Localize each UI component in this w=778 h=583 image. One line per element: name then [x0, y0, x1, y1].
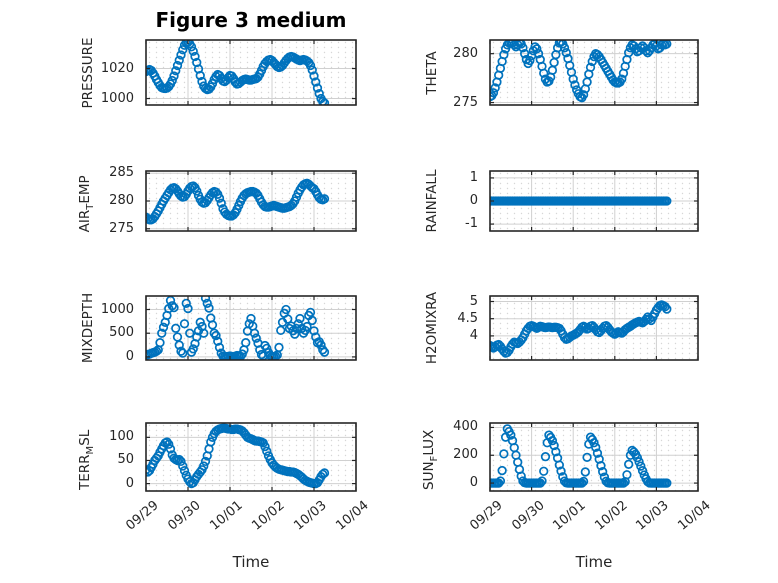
y-tick-label: 275 [453, 94, 478, 110]
y-tick-label: 285 [109, 165, 134, 181]
x-tick-label: 10/03 [633, 498, 673, 534]
y-tick-label: 1000 [100, 301, 134, 317]
y-tick-label: 1 [469, 169, 478, 185]
y-tick-label: 280 [109, 193, 134, 208]
y-tick-label: 400 [453, 419, 478, 435]
x-tick-label: 09/30 [508, 498, 548, 534]
plot-box-theta [489, 39, 699, 106]
x-tick-label: 10/02 [592, 498, 631, 534]
y-tick-label: 4 [469, 327, 478, 343]
y-tick-label: 275 [109, 220, 134, 236]
x-tick-label: 10/02 [249, 498, 288, 534]
y-tick-label: 0 [125, 348, 134, 364]
data-series-air-temp [145, 178, 330, 225]
data-series-pressure [145, 39, 330, 106]
data-series-terr-msl [145, 423, 330, 489]
y-axis-label-rainfall: RAINFALL [424, 169, 440, 233]
y-tick-label: 1000 [100, 90, 134, 106]
x-tick-label: 10/04 [333, 498, 372, 534]
y-axis-label-pressure: PRESSURE [80, 37, 96, 108]
data-series-h2omixra [489, 300, 672, 358]
plot-box-h2omixra [489, 295, 699, 361]
y-tick-label: 0 [125, 475, 134, 491]
data-series-theta [489, 39, 672, 103]
figure-title: Figure 3 medium [155, 8, 347, 32]
y-tick-label: -1 [465, 216, 478, 232]
y-tick-label: 1020 [100, 60, 134, 76]
y-tick-label: 0 [469, 475, 478, 491]
y-axis-label-mixdepth: MIXDEPTH [80, 292, 96, 364]
x-axis-label: Time [575, 553, 613, 571]
y-tick-label: 50 [117, 452, 134, 468]
y-tick-label: 4.5 [457, 310, 478, 326]
x-tick-label: 10/01 [207, 498, 246, 534]
y-axis-label-air-temp: AIRTEMP [77, 175, 96, 233]
plot-box-pressure [145, 39, 357, 106]
x-tick-label: 09/30 [165, 498, 204, 534]
y-tick-label: 280 [453, 45, 478, 61]
y-tick-label: 0 [469, 193, 478, 208]
y-axis-label-theta: THETA [424, 50, 440, 95]
x-tick-label: 10/01 [550, 498, 589, 534]
plot-box-mixdepth [145, 295, 357, 361]
x-axis-label: Time [232, 553, 270, 571]
plot-box-sun-flux [489, 422, 699, 492]
plot-box-air-temp [145, 170, 357, 232]
data-series-sun-flux [489, 424, 672, 488]
plot-box-rainfall [489, 170, 699, 232]
x-tick-label: 09/29 [123, 498, 162, 534]
y-axis-label-sun-flux: SUNFLUX [421, 429, 440, 490]
x-tick-label: 10/04 [675, 498, 714, 534]
y-axis-label-h2omixra: H2OMIXRA [424, 291, 440, 365]
y-axis-label-terr-msl: TERRMSL [77, 429, 96, 490]
y-tick-label: 100 [109, 429, 134, 445]
x-tick-label: 10/03 [291, 498, 330, 534]
y-tick-label: 200 [453, 447, 478, 463]
y-tick-label: 5 [469, 293, 478, 309]
data-series-rainfall [489, 196, 672, 206]
y-tick-label: 500 [109, 325, 134, 341]
data-series-mixdepth [145, 295, 330, 361]
x-tick-label: 09/29 [467, 498, 506, 534]
plot-box-terr-msl [145, 422, 357, 492]
